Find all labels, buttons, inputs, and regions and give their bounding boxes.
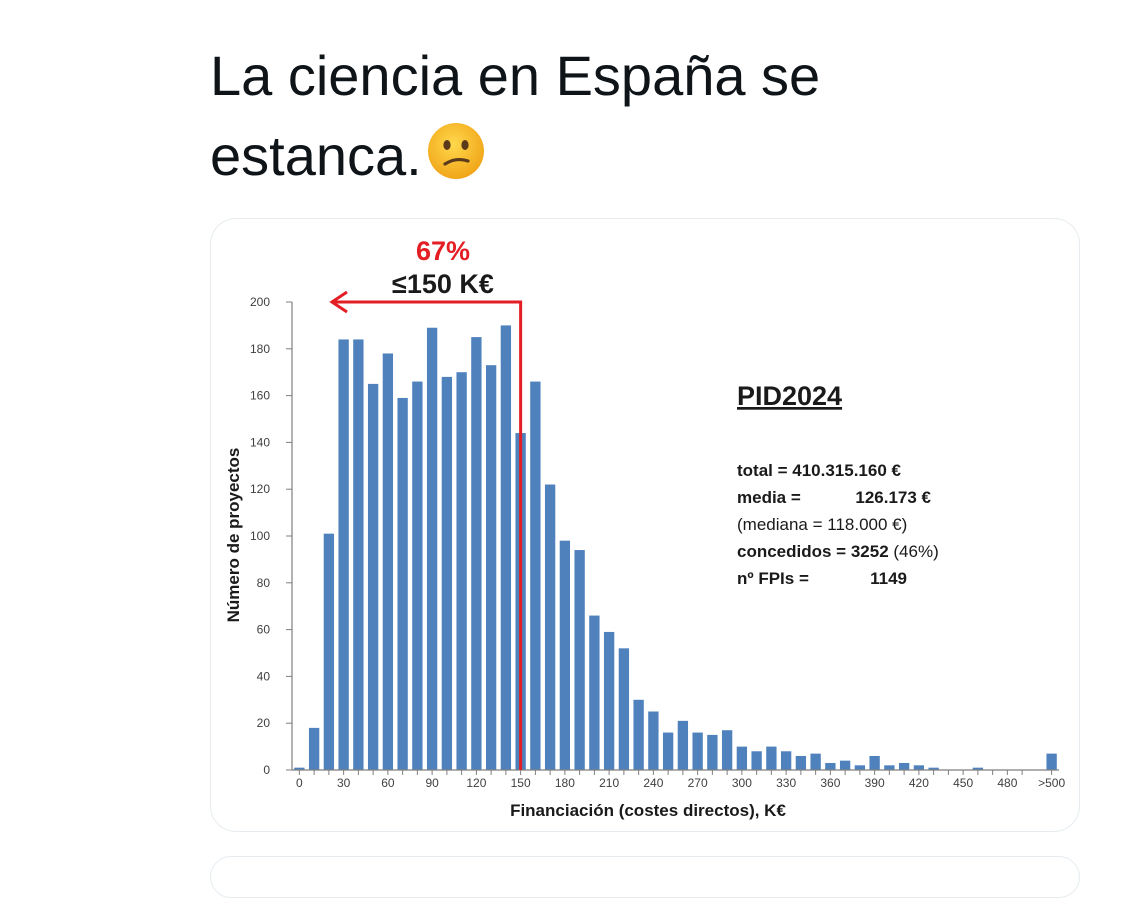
arrow-head-icon bbox=[329, 290, 348, 314]
post-text: La ciencia en España se estanca. bbox=[210, 36, 970, 202]
stat-concedidos-pct: (46%) bbox=[889, 542, 939, 561]
x-tick-label: 150 bbox=[511, 776, 531, 790]
bar bbox=[441, 376, 453, 770]
stat-total: total = 410.315.160 € bbox=[737, 461, 902, 480]
bar bbox=[603, 631, 615, 770]
stat-fpis-value: 1149 bbox=[870, 569, 907, 588]
y-tick-label: 40 bbox=[257, 669, 271, 683]
bar bbox=[426, 327, 438, 770]
y-axis-label: Número de proyectos bbox=[224, 448, 243, 623]
bar bbox=[736, 746, 748, 770]
bar bbox=[412, 381, 423, 770]
x-tick-label: 90 bbox=[425, 776, 439, 790]
bar bbox=[574, 550, 585, 770]
bar bbox=[382, 353, 394, 770]
y-tick-label: 20 bbox=[257, 716, 271, 730]
stat-mediana: (mediana = 118.000 €) bbox=[737, 515, 907, 534]
post-text-content: La ciencia en España se estanca. bbox=[210, 44, 821, 187]
annotation-percent: 67% bbox=[416, 236, 470, 266]
bar bbox=[367, 383, 379, 770]
y-tick-label: 80 bbox=[257, 576, 271, 590]
bar bbox=[662, 732, 674, 770]
bar bbox=[972, 767, 984, 770]
x-tick-label: 480 bbox=[997, 776, 1017, 790]
stat-media-label: media = bbox=[737, 488, 801, 507]
y-tick-label: 140 bbox=[250, 435, 270, 449]
bar bbox=[928, 767, 939, 770]
bar-chart: 0 20 40 60 80 100 120 140 160 180 200 0 30 60 90 120 150… bbox=[224, 236, 1065, 820]
media-card[interactable]: 0 20 40 60 80 100 120 140 160 180 200 0 30 60 90 120 150… bbox=[210, 218, 1080, 832]
bar bbox=[353, 339, 364, 770]
bar bbox=[589, 615, 600, 770]
x-tick-label: 210 bbox=[599, 776, 619, 790]
bar bbox=[559, 540, 571, 770]
x-tick-label: 300 bbox=[732, 776, 752, 790]
bar bbox=[854, 765, 866, 770]
bar bbox=[471, 337, 482, 770]
x-tick-label: 330 bbox=[776, 776, 796, 790]
x-tick-label: 180 bbox=[555, 776, 575, 790]
bar bbox=[707, 734, 718, 770]
bar bbox=[308, 727, 320, 770]
bar bbox=[825, 762, 836, 770]
bar bbox=[294, 767, 305, 770]
bar bbox=[618, 648, 630, 770]
stat-media-value: 126.173 € bbox=[855, 488, 931, 507]
bar bbox=[633, 699, 644, 770]
confused-face-icon bbox=[426, 121, 486, 202]
bar bbox=[677, 720, 689, 770]
x-tick-label: 420 bbox=[909, 776, 929, 790]
bar bbox=[692, 732, 703, 770]
annotation-threshold: ≤150 K€ bbox=[392, 269, 494, 299]
bar bbox=[780, 751, 792, 770]
bar bbox=[500, 325, 512, 770]
x-tick-label: 0 bbox=[296, 776, 303, 790]
bar bbox=[721, 730, 733, 770]
x-axis-label: Financiación (costes directos), K€ bbox=[510, 801, 786, 820]
y-tick-label: 60 bbox=[257, 623, 271, 637]
bar bbox=[913, 765, 925, 770]
bar bbox=[766, 746, 777, 770]
x-tick-label: 60 bbox=[381, 776, 395, 790]
bar bbox=[839, 760, 851, 770]
bar bbox=[485, 365, 497, 770]
stat-fpis-label: nº FPIs = bbox=[737, 569, 809, 588]
x-tick-label: 30 bbox=[337, 776, 351, 790]
x-tick-label: 270 bbox=[688, 776, 708, 790]
bar bbox=[323, 533, 335, 770]
bar bbox=[810, 753, 821, 770]
bar bbox=[1046, 753, 1057, 770]
x-tick-label: >500 bbox=[1038, 776, 1065, 790]
y-tick-label: 200 bbox=[250, 295, 270, 309]
x-tick-label: 360 bbox=[820, 776, 840, 790]
next-post-card[interactable] bbox=[210, 856, 1080, 898]
bar bbox=[530, 381, 541, 770]
panel-title: PID2024 bbox=[737, 381, 842, 411]
bar bbox=[884, 765, 895, 770]
bar bbox=[898, 762, 910, 770]
x-tick-label: 450 bbox=[953, 776, 973, 790]
bar bbox=[544, 484, 556, 770]
stat-concedidos: concedidos = 3252 (46%) bbox=[737, 542, 939, 561]
bar bbox=[648, 711, 659, 770]
bar bbox=[751, 751, 762, 770]
bar bbox=[397, 397, 408, 770]
y-tick-label: 160 bbox=[250, 389, 270, 403]
bar bbox=[869, 755, 880, 770]
x-tick-label: 390 bbox=[865, 776, 885, 790]
x-tick-label: 240 bbox=[643, 776, 663, 790]
bar bbox=[456, 372, 467, 770]
y-tick-label: 100 bbox=[250, 529, 270, 543]
y-tick-label: 180 bbox=[250, 342, 270, 356]
x-tick-label: 120 bbox=[466, 776, 486, 790]
stat-concedidos-bold: concedidos = 3252 bbox=[737, 542, 889, 561]
bar bbox=[338, 339, 349, 770]
bar bbox=[795, 755, 807, 770]
y-tick-label: 120 bbox=[250, 482, 270, 496]
y-tick-label: 0 bbox=[263, 763, 270, 777]
stats-box: total = 410.315.160 € media = 126.173 € … bbox=[737, 461, 939, 588]
